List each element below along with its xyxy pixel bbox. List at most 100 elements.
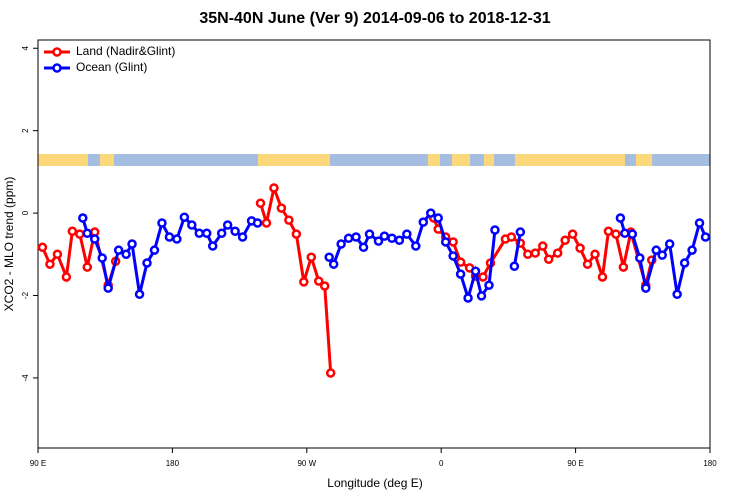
data-point xyxy=(506,232,517,242)
data-point xyxy=(448,237,458,247)
data-point xyxy=(222,220,233,230)
data-point xyxy=(425,208,436,218)
data-point xyxy=(679,258,690,268)
data-point xyxy=(157,218,167,228)
x-axis-label: Longitude (deg E) xyxy=(327,476,422,490)
data-point xyxy=(543,254,554,264)
series-line xyxy=(432,217,654,292)
series-line xyxy=(327,211,497,304)
data-point xyxy=(373,236,384,246)
data-point xyxy=(478,272,488,282)
data-point xyxy=(237,232,248,242)
y-tick-label: 0 xyxy=(21,210,30,215)
data-point xyxy=(620,228,630,239)
data-point xyxy=(463,293,473,303)
data-point xyxy=(324,252,334,262)
data-point xyxy=(284,215,294,225)
x-tick-label: 90 E xyxy=(567,459,583,468)
data-point xyxy=(336,239,346,249)
data-point xyxy=(575,243,585,253)
data-point xyxy=(476,291,487,301)
data-point xyxy=(364,229,375,239)
data-point xyxy=(590,249,600,260)
data-point xyxy=(490,225,500,235)
data-point xyxy=(618,262,629,272)
y-tick-label: 2 xyxy=(21,128,30,133)
data-point xyxy=(319,281,330,291)
x-tick-label: 90 W xyxy=(297,459,316,468)
data-point xyxy=(537,241,548,251)
data-point xyxy=(651,245,661,255)
data-point xyxy=(261,218,272,228)
data-point xyxy=(560,235,570,246)
data-point xyxy=(121,249,131,260)
data-point xyxy=(255,198,266,208)
data-point xyxy=(343,233,354,243)
data-point xyxy=(597,272,608,282)
data-point xyxy=(149,245,160,255)
data-point xyxy=(172,234,182,244)
data-point xyxy=(291,229,302,239)
data-point xyxy=(672,289,682,300)
y-tick-label: -4 xyxy=(21,374,30,382)
data-point xyxy=(52,249,63,260)
data-point xyxy=(201,228,212,239)
data-point xyxy=(433,213,443,223)
data-point xyxy=(582,259,593,269)
data-point xyxy=(306,252,317,262)
x-tick-label: 0 xyxy=(439,459,444,468)
data-point xyxy=(89,234,100,244)
data-point xyxy=(641,283,651,293)
data-point xyxy=(470,266,481,276)
data-point xyxy=(82,262,93,272)
x-tick-label: 180 xyxy=(166,459,180,468)
data-point xyxy=(687,245,697,255)
data-point xyxy=(567,229,578,239)
data-point xyxy=(82,228,93,239)
data-point xyxy=(635,253,645,263)
data-point xyxy=(97,253,107,263)
data-point xyxy=(325,368,336,378)
legend-marker xyxy=(52,63,62,73)
data-point xyxy=(700,232,711,242)
data-point xyxy=(134,289,145,300)
data-point xyxy=(45,259,55,269)
data-point xyxy=(664,239,675,249)
data-point xyxy=(75,229,85,239)
data-point xyxy=(269,183,279,193)
data-point xyxy=(299,277,309,287)
data-point xyxy=(230,226,240,236)
data-point xyxy=(276,203,287,213)
data-point xyxy=(627,229,638,239)
data-point xyxy=(127,239,137,249)
data-point xyxy=(194,228,205,239)
data-point xyxy=(387,233,397,243)
data-point xyxy=(394,235,405,246)
data-point xyxy=(216,228,227,239)
data-point xyxy=(351,232,361,242)
data-point xyxy=(402,229,412,239)
data-point xyxy=(37,242,48,253)
x-tick-label: 90 E xyxy=(30,459,46,468)
data-point xyxy=(440,237,451,247)
data-point xyxy=(411,241,421,251)
data-point xyxy=(523,249,533,260)
data-point xyxy=(78,213,88,223)
data-point xyxy=(509,261,520,272)
data-point xyxy=(67,226,78,236)
legend-marker xyxy=(52,47,62,57)
data-point xyxy=(530,248,541,258)
data-point xyxy=(113,245,124,255)
data-point xyxy=(379,231,390,241)
map-strip xyxy=(38,154,710,166)
data-point xyxy=(313,276,324,286)
data-point xyxy=(448,251,458,261)
data-point xyxy=(611,229,621,239)
legend-label: Ocean (Glint) xyxy=(76,60,147,74)
y-tick-label: 4 xyxy=(21,45,30,50)
data-point xyxy=(328,259,339,269)
y-tick-label: -2 xyxy=(21,291,30,299)
data-point xyxy=(603,226,614,236)
data-point xyxy=(187,220,197,230)
